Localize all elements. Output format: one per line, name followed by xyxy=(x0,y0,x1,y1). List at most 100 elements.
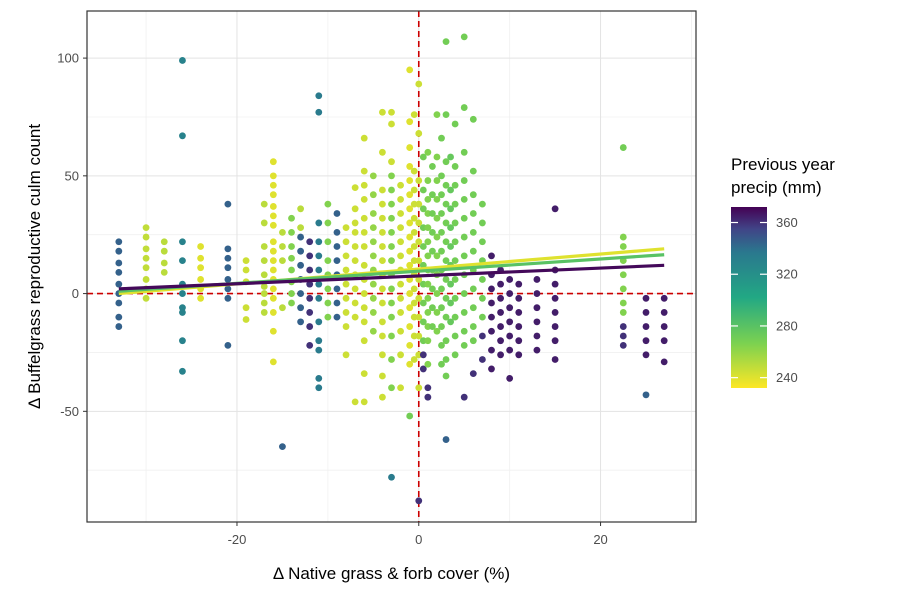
data-point xyxy=(551,294,559,302)
data-point xyxy=(478,276,486,283)
data-point xyxy=(397,384,404,392)
data-point xyxy=(642,351,650,359)
data-point xyxy=(442,356,450,363)
data-point xyxy=(506,332,514,340)
data-point xyxy=(410,167,418,175)
data-point xyxy=(324,285,332,293)
data-point xyxy=(488,346,495,354)
data-point xyxy=(351,184,359,192)
data-point xyxy=(451,332,459,340)
data-point xyxy=(469,285,477,293)
data-point xyxy=(506,276,514,283)
data-point xyxy=(424,337,432,345)
data-point xyxy=(269,158,277,166)
data-point xyxy=(429,163,436,170)
data-point xyxy=(315,337,323,345)
data-point xyxy=(488,252,495,260)
data-point xyxy=(269,327,277,335)
data-point xyxy=(388,214,395,222)
data-point xyxy=(442,313,450,321)
data-point xyxy=(369,191,377,199)
data-point xyxy=(415,384,423,392)
x-tick-label: 0 xyxy=(415,532,422,547)
data-point xyxy=(288,254,295,262)
data-point xyxy=(388,243,395,250)
data-point xyxy=(451,200,459,208)
data-point xyxy=(460,252,468,260)
data-point xyxy=(438,323,445,330)
data-point xyxy=(447,153,454,161)
fit-lines xyxy=(118,247,665,296)
data-point xyxy=(469,370,477,378)
data-point xyxy=(179,257,186,265)
data-point xyxy=(410,243,418,250)
data-point xyxy=(306,323,314,330)
data-point xyxy=(406,261,414,269)
data-point xyxy=(269,257,277,265)
data-point xyxy=(442,337,450,345)
data-point xyxy=(469,247,477,255)
data-point xyxy=(410,228,418,236)
data-point xyxy=(497,294,504,302)
data-point xyxy=(460,233,468,241)
data-point xyxy=(406,177,414,184)
data-point xyxy=(379,148,386,156)
data-point xyxy=(488,365,495,373)
data-point xyxy=(379,108,386,116)
data-point xyxy=(142,276,150,283)
data-point xyxy=(379,393,386,401)
data-point xyxy=(379,257,386,265)
data-point xyxy=(369,172,377,180)
data-point xyxy=(433,290,441,297)
data-point xyxy=(478,313,486,321)
data-point xyxy=(360,318,368,326)
data-point xyxy=(297,261,305,269)
data-point xyxy=(315,374,323,382)
data-point xyxy=(419,299,427,307)
data-point xyxy=(397,351,404,359)
legend-title-line-2: precip (mm) xyxy=(731,178,822,197)
data-point xyxy=(315,238,323,246)
data-point xyxy=(533,290,541,297)
data-point xyxy=(506,346,514,354)
data-point xyxy=(415,313,423,321)
data-point xyxy=(306,266,314,274)
data-point xyxy=(197,276,205,283)
data-point xyxy=(242,304,250,312)
data-point xyxy=(497,351,504,359)
data-point xyxy=(379,214,386,222)
data-point xyxy=(419,153,427,161)
data-point xyxy=(342,224,350,232)
data-point xyxy=(115,313,123,321)
data-point xyxy=(442,276,450,283)
data-point xyxy=(315,252,323,260)
fit-line xyxy=(118,263,665,291)
data-point xyxy=(260,200,268,208)
data-point xyxy=(406,118,414,126)
data-point xyxy=(619,309,627,316)
data-point xyxy=(415,257,423,265)
data-point xyxy=(197,243,205,250)
data-point xyxy=(279,443,286,451)
data-point xyxy=(406,290,414,297)
data-point xyxy=(397,280,404,288)
data-point xyxy=(619,323,627,330)
data-point xyxy=(406,163,414,170)
legend-tick-label: 360 xyxy=(776,215,798,230)
data-point xyxy=(442,111,450,119)
data-point xyxy=(447,299,454,307)
data-point xyxy=(429,210,436,217)
data-point xyxy=(379,299,386,307)
data-point xyxy=(424,280,432,288)
data-point xyxy=(115,299,123,307)
data-point xyxy=(115,259,123,267)
data-point xyxy=(619,285,627,293)
data-point xyxy=(333,228,341,236)
legend-tick-label: 240 xyxy=(776,370,798,385)
data-point xyxy=(419,351,427,359)
data-point xyxy=(433,233,441,241)
data-point xyxy=(342,266,350,274)
data-point xyxy=(351,228,359,236)
data-point xyxy=(438,360,445,368)
y-tick-label: 100 xyxy=(57,51,79,66)
